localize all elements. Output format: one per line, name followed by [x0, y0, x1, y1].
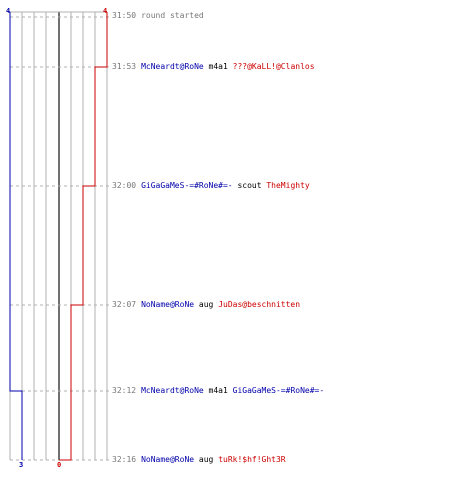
- killer-name: GiGaGaMeS-=#RoNe#=-: [141, 181, 233, 190]
- event-time: 32:16: [112, 455, 137, 464]
- event-time: 32:00: [112, 181, 137, 190]
- score-top-right: 4: [103, 7, 108, 15]
- score-top-left: 4: [6, 7, 11, 15]
- red-team-score-line: [59, 12, 108, 461]
- event-round-start: 31:50 round started: [112, 11, 204, 21]
- weapon-name: aug: [198, 455, 214, 464]
- event-time: 32:12: [112, 386, 137, 395]
- victim-name: tuRk!$hf!Ght3R: [218, 455, 286, 464]
- killer-name: NoName@RoNe: [141, 300, 195, 309]
- event-kill-1: 31:53 McNeardt@RoNe m4a1 ???@KaLL!@Clanlo…: [112, 62, 315, 72]
- victim-name: JuDas@beschnitten: [218, 300, 301, 309]
- weapon-name: m4a1: [208, 386, 228, 395]
- kill-timeline-chart: [9, 11, 110, 461]
- victim-name: TheMighty: [266, 181, 310, 190]
- killer-name: McNeardt@RoNe: [141, 62, 204, 71]
- killer-name: NoName@RoNe: [141, 455, 195, 464]
- event-kill-2: 32:00 GiGaGaMeS-=#RoNe#=- scout TheMighty: [112, 181, 310, 191]
- timeline-grid: [9, 11, 110, 461]
- weapon-name: m4a1: [208, 62, 228, 71]
- victim-name: GiGaGaMeS-=#RoNe#=-: [232, 386, 325, 395]
- score-bottom-left: 3: [19, 461, 24, 469]
- event-time: 31:50: [112, 11, 137, 20]
- weapon-name: scout: [237, 181, 262, 190]
- score-step-lines: [9, 12, 108, 461]
- weapon-name: aug: [198, 300, 214, 309]
- event-time: 32:07: [112, 300, 137, 309]
- event-time: 31:53: [112, 62, 137, 71]
- killer-name: McNeardt@RoNe: [141, 386, 204, 395]
- event-kill-5: 32:16 NoName@RoNe aug tuRk!$hf!Ght3R: [112, 455, 286, 465]
- blue-team-score-line: [9, 12, 23, 460]
- event-kill-4: 32:12 McNeardt@RoNe m4a1 GiGaGaMeS-=#RoNe…: [112, 386, 324, 396]
- victim-name: ???@KaLL!@Clanlos: [232, 62, 315, 71]
- event-note: round started: [141, 11, 204, 20]
- score-bottom-right: 0: [57, 461, 62, 469]
- event-kill-3: 32:07 NoName@RoNe aug JuDas@beschnitten: [112, 300, 300, 310]
